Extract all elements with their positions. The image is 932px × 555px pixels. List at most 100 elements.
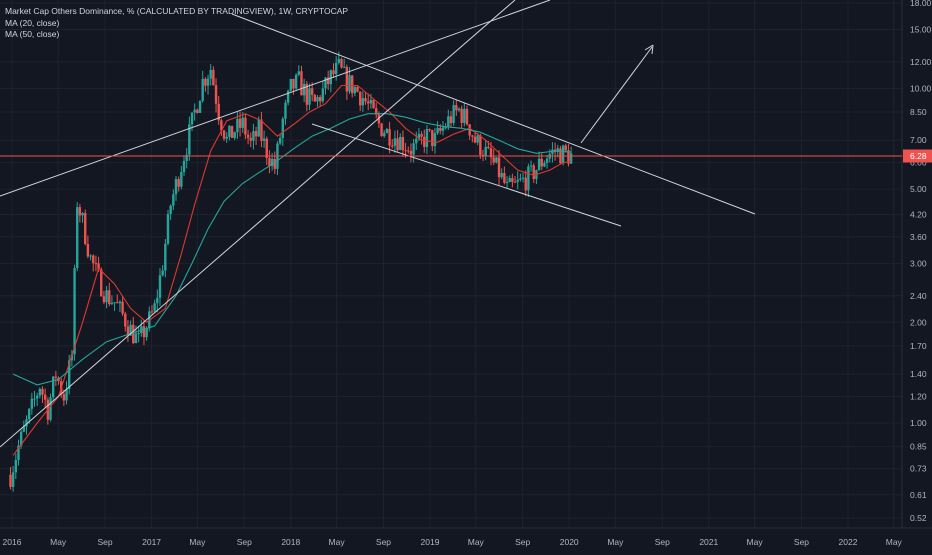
candle — [209, 64, 212, 86]
candle — [521, 172, 525, 183]
candle-body — [503, 173, 506, 183]
candle — [108, 282, 111, 307]
candle-body — [22, 426, 26, 432]
candle — [51, 376, 55, 401]
candle-body — [334, 62, 338, 75]
candle — [367, 93, 370, 111]
candle-body — [110, 302, 114, 305]
candle — [423, 129, 426, 153]
candle — [142, 320, 146, 346]
candle-body — [294, 74, 298, 89]
x-tick-label: Sep — [515, 537, 530, 547]
candle — [460, 105, 463, 129]
candle-body — [286, 90, 290, 103]
candle-body — [180, 172, 183, 187]
candle-body — [431, 130, 434, 147]
candle — [391, 139, 394, 149]
candle-body — [33, 398, 36, 400]
x-tick-label: 2022 — [839, 537, 858, 547]
candle-body — [108, 290, 111, 305]
y-tick-label: 1.40 — [910, 369, 927, 379]
candle-body — [249, 137, 252, 141]
y-tick-label: 5.00 — [910, 184, 927, 194]
candle — [356, 85, 359, 93]
candle — [393, 130, 397, 153]
candle-body — [54, 376, 58, 378]
candle — [433, 127, 437, 154]
candle — [503, 166, 506, 185]
candle — [567, 143, 570, 167]
current-price-label-bg — [903, 149, 932, 163]
candle-body — [385, 128, 389, 134]
candle-body — [300, 71, 303, 96]
candle-body — [51, 376, 55, 398]
candle — [118, 300, 122, 312]
legend-ma20: MA (20, close) — [5, 17, 60, 28]
candle — [436, 121, 439, 135]
candle-body — [278, 137, 282, 144]
candle-body — [100, 269, 103, 297]
candle — [399, 133, 402, 151]
candle-body — [193, 109, 196, 113]
candle-body — [121, 301, 124, 314]
candle-body — [377, 114, 381, 124]
candle-body — [292, 78, 295, 89]
x-tick-label: 2020 — [560, 537, 579, 547]
candle — [484, 140, 487, 161]
candle — [166, 209, 170, 246]
candle-body — [97, 263, 100, 270]
x-tick-label: May — [886, 537, 903, 547]
x-tick-label: May — [329, 537, 346, 547]
candle-body — [161, 270, 164, 276]
y-tick-label: 0.61 — [910, 490, 927, 500]
candle-body — [404, 150, 407, 152]
candle — [308, 83, 311, 110]
candle — [230, 125, 234, 138]
candle-body — [236, 118, 239, 133]
candle — [500, 168, 503, 180]
candle-body — [43, 394, 47, 400]
candle-body — [412, 143, 415, 155]
candle-body — [284, 102, 287, 119]
candle — [164, 238, 167, 278]
candle — [543, 160, 546, 168]
candle-body — [310, 88, 314, 95]
candle — [132, 317, 135, 345]
candle — [385, 127, 389, 134]
candle — [124, 311, 127, 332]
candle-body — [262, 138, 266, 141]
candle-body — [452, 105, 455, 124]
candle — [62, 389, 66, 406]
candle — [78, 203, 82, 223]
candle-body — [545, 158, 549, 164]
moving-averages — [12, 84, 572, 456]
candle-body — [246, 134, 250, 138]
candle — [532, 163, 535, 184]
candle-body — [465, 108, 469, 125]
breakout-arrow — [580, 46, 653, 144]
candle — [420, 131, 423, 145]
candle-body — [113, 302, 116, 304]
candle-body — [302, 83, 306, 96]
candle — [262, 130, 266, 148]
candle — [43, 388, 47, 408]
candle — [342, 58, 346, 68]
candle — [412, 138, 415, 163]
candle-body — [281, 118, 284, 138]
candle-body — [68, 360, 71, 389]
candle-body — [436, 127, 439, 134]
candle-body — [233, 132, 236, 138]
candle-body — [356, 87, 359, 92]
candle-body — [543, 163, 546, 167]
candle-body — [497, 157, 501, 178]
candle-body — [252, 131, 255, 141]
y-tick-label: 18.00 — [910, 0, 932, 8]
candle-body — [519, 178, 522, 180]
y-tick-label: 2.00 — [910, 317, 927, 327]
candle — [217, 95, 220, 125]
candle-body — [348, 75, 351, 92]
